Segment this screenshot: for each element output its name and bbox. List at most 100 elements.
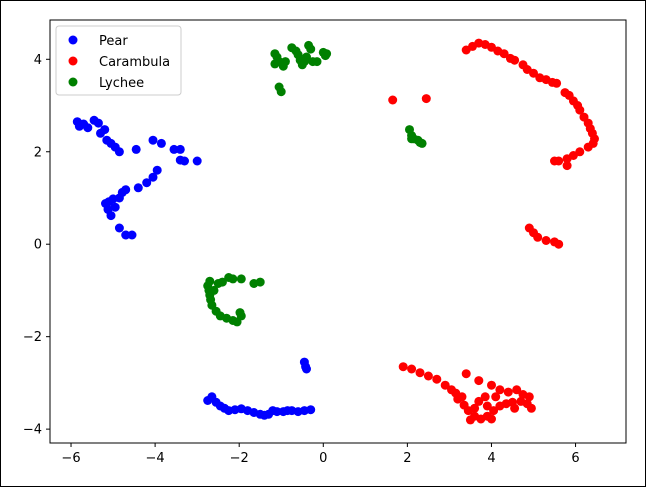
point-pear-56 bbox=[306, 405, 316, 415]
point-carambula-43 bbox=[407, 364, 417, 374]
point-carambula-6 bbox=[499, 49, 509, 59]
point-pear-7 bbox=[100, 125, 110, 135]
x-tick-label: −4 bbox=[146, 451, 165, 466]
point-pear-31 bbox=[106, 211, 116, 221]
point-lychee-14 bbox=[302, 52, 311, 62]
y-tick-label: −4 bbox=[23, 423, 42, 438]
point-lychee-48 bbox=[255, 277, 265, 287]
point-pear-32 bbox=[110, 202, 120, 212]
point-carambula-78 bbox=[524, 392, 534, 402]
point-carambula-67 bbox=[487, 380, 496, 390]
point-carambula-77 bbox=[510, 403, 520, 413]
point-carambula-33 bbox=[562, 161, 572, 171]
point-pear-21 bbox=[148, 172, 158, 182]
x-axis: −6 −4 −2 0 2 4 6 bbox=[61, 443, 580, 466]
point-carambula-73 bbox=[465, 415, 475, 425]
point-carambula-62 bbox=[526, 403, 536, 413]
x-tick-label: −6 bbox=[61, 451, 80, 466]
point-lychee-49 bbox=[209, 285, 219, 295]
x-tick-label: 2 bbox=[403, 451, 411, 466]
legend-marker-lychee bbox=[68, 77, 78, 87]
point-carambula-20 bbox=[575, 105, 585, 115]
point-pear-34 bbox=[121, 230, 131, 240]
legend-marker-carambula bbox=[68, 56, 78, 66]
point-pear-5 bbox=[93, 118, 103, 128]
point-carambula-47 bbox=[440, 380, 450, 390]
point-pear-15 bbox=[169, 144, 179, 154]
x-tick-label: 6 bbox=[571, 451, 579, 466]
point-carambula-39 bbox=[541, 236, 551, 245]
point-carambula-72 bbox=[491, 392, 501, 402]
y-tick-label: 2 bbox=[34, 145, 42, 160]
point-carambula-79 bbox=[480, 392, 490, 402]
legend-label-pear: Pear bbox=[99, 34, 128, 49]
point-lychee-28 bbox=[407, 134, 417, 144]
point-lychee-11 bbox=[297, 60, 307, 70]
point-carambula-44 bbox=[415, 368, 425, 378]
point-carambula-42 bbox=[398, 362, 408, 372]
legend-label-carambula: Carambula bbox=[99, 55, 170, 70]
point-lychee-19 bbox=[320, 51, 330, 61]
point-carambula-76 bbox=[470, 403, 480, 413]
point-carambula-74 bbox=[457, 392, 467, 402]
point-lychee-21 bbox=[276, 87, 286, 97]
point-pear-13 bbox=[148, 135, 158, 145]
point-carambula-11 bbox=[529, 68, 538, 78]
point-lychee-43 bbox=[217, 277, 227, 287]
point-pear-12 bbox=[131, 144, 141, 154]
point-carambula-68 bbox=[474, 376, 484, 386]
legend-box bbox=[55, 25, 182, 96]
point-carambula-8 bbox=[510, 55, 520, 65]
point-pear-16 bbox=[175, 144, 185, 154]
x-tick-label: −2 bbox=[230, 451, 249, 466]
point-carambula-30 bbox=[562, 154, 572, 164]
y-tick-label: −2 bbox=[23, 330, 42, 345]
point-carambula-45 bbox=[423, 371, 433, 381]
y-tick-label: 0 bbox=[34, 238, 42, 253]
x-tick-label: 0 bbox=[319, 451, 327, 466]
point-carambula-38 bbox=[533, 232, 543, 242]
point-pear-18 bbox=[175, 155, 185, 165]
point-carambula-75 bbox=[487, 414, 496, 424]
point-lychee-46 bbox=[236, 274, 246, 284]
point-lychee-45 bbox=[228, 274, 238, 284]
x-tick-label: 4 bbox=[487, 451, 495, 466]
point-pear-35 bbox=[127, 230, 137, 240]
point-carambula-46 bbox=[432, 374, 442, 384]
point-carambula-35 bbox=[421, 94, 431, 104]
point-lychee-27 bbox=[417, 138, 427, 148]
point-carambula-27 bbox=[583, 142, 593, 152]
point-carambula-65 bbox=[503, 387, 513, 397]
point-carambula-32 bbox=[550, 156, 559, 166]
point-lychee-5 bbox=[280, 57, 290, 67]
point-carambula-66 bbox=[495, 385, 505, 395]
point-carambula-15 bbox=[552, 78, 562, 88]
legend: Pear Carambula Lychee bbox=[55, 25, 182, 96]
point-pear-22 bbox=[142, 178, 152, 188]
y-axis: −4 −2 0 2 4 bbox=[23, 53, 50, 438]
point-carambula-71 bbox=[482, 401, 492, 411]
point-carambula-64 bbox=[512, 385, 522, 395]
point-pear-3 bbox=[83, 123, 93, 133]
point-carambula-56 bbox=[489, 406, 499, 416]
point-pear-14 bbox=[156, 138, 166, 148]
point-pear-19 bbox=[192, 156, 202, 166]
point-pear-20 bbox=[152, 165, 162, 175]
point-lychee-16 bbox=[312, 57, 322, 67]
data-points bbox=[72, 38, 599, 425]
point-pear-33 bbox=[114, 223, 124, 233]
point-lychee-13 bbox=[306, 44, 316, 54]
legend-marker-pear bbox=[68, 35, 78, 45]
point-pear-23 bbox=[133, 183, 143, 193]
legend-label-lychee: Lychee bbox=[99, 76, 144, 91]
point-pear-11 bbox=[114, 147, 124, 157]
point-carambula-69 bbox=[461, 369, 471, 379]
point-lychee-41 bbox=[235, 308, 245, 318]
point-carambula-34 bbox=[388, 95, 398, 105]
y-tick-label: 4 bbox=[34, 53, 42, 68]
point-pear-59 bbox=[302, 364, 311, 374]
point-carambula-41 bbox=[554, 239, 564, 249]
point-pear-50 bbox=[272, 407, 282, 417]
point-lychee-3 bbox=[270, 59, 280, 69]
